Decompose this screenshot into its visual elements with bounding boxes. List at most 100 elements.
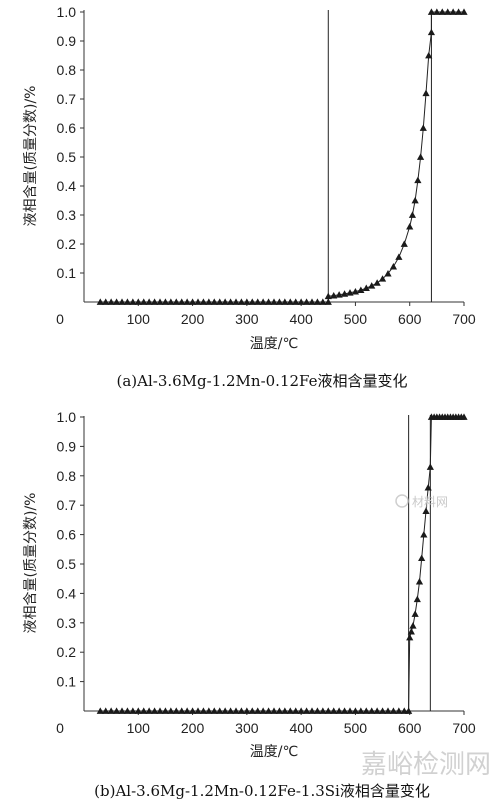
chart-a-caption: (a)Al-3.6Mg-1.2Mn-0.12Fe液相含量变化 — [116, 372, 407, 390]
chart-a-data-point — [292, 298, 300, 305]
chart-b-data-point — [426, 463, 434, 470]
chart-b-data-point — [112, 707, 121, 714]
chart-b-data-point — [407, 628, 415, 635]
chart-b-data-point — [140, 707, 148, 714]
chart-a-y-tick-label: 0.3 — [57, 207, 77, 223]
chart-a-data-point — [460, 8, 468, 15]
chart-b-y-tick-label: 1.0 — [57, 409, 77, 425]
chart-a: 0 100 200 300 400 500 600 700 0.10.20.30.40.50.… — [23, 4, 476, 390]
chart-a-data-point — [373, 279, 381, 286]
chart-a-y-tick-label: 0.1 — [57, 265, 77, 281]
chart-b-data-point — [297, 707, 305, 714]
chart-a-data-point — [324, 292, 332, 300]
chart-a-data-point — [156, 298, 164, 305]
chart-a-data-point — [123, 298, 132, 305]
chart-a-data-point — [422, 89, 430, 97]
watermark: 材料网 嘉峪检测网 — [361, 494, 491, 780]
chart-b-data-point — [216, 707, 224, 714]
chart-a-x-tick-label: 700 — [452, 311, 476, 327]
chart-b-data-point — [281, 707, 289, 714]
chart-b-data-point — [340, 707, 349, 714]
chart-b-data-point — [286, 707, 294, 714]
chart-b-data-point — [346, 707, 354, 714]
chart-a-data-point — [414, 176, 422, 184]
chart-b-data-point — [330, 707, 338, 714]
chart-a-data-point — [286, 298, 294, 305]
chart-b-data-point — [418, 554, 426, 561]
chart-a-x-ticks: 0 100 200 300 400 500 600 700 — [56, 302, 476, 327]
chart-a-y-ticks: 0.1 0.2 0.3 0.4 0.5 0.6 0.7 0.8 0.9 1.0 — [57, 4, 84, 281]
chart-b-data-point — [368, 707, 376, 714]
chart-a-series — [96, 8, 468, 305]
chart-b-data-point — [460, 413, 468, 420]
chart-b-data-point — [178, 707, 186, 714]
chart-a-series-line — [100, 11, 464, 303]
chart-a-data-point — [378, 275, 387, 282]
chart-a-data-point — [172, 298, 180, 305]
chart-a-y-tick-label: 0.7 — [57, 91, 77, 107]
chart-a-data-point — [313, 298, 322, 305]
chart-b-data-point — [107, 707, 115, 714]
chart-b-data-point — [351, 707, 360, 714]
chart-b-y-tick-label: 0.4 — [57, 585, 77, 601]
chart-a-data-point — [96, 298, 104, 305]
chart-b-data-point — [415, 578, 424, 585]
chart-a-axes — [83, 10, 464, 303]
chart-a-data-point — [425, 51, 433, 59]
chart-b-data-point — [373, 707, 381, 714]
chart-a-y-tick-label: 0.8 — [57, 62, 77, 78]
chart-b-y-tick-label: 0.6 — [57, 527, 77, 543]
chart-b-y-tick-label: 0.3 — [57, 615, 77, 631]
chart-b-caption: (b)Al-3.6Mg-1.2Mn-0.12Fe-1.3Si液相含量变化 — [94, 782, 430, 800]
chart-b-data-point — [313, 707, 322, 714]
chart-b-x-tick-label: 400 — [289, 720, 313, 736]
chart-b-data-point — [232, 707, 240, 714]
chart-a-data-point — [433, 8, 441, 15]
watermark-logo: 材料网 — [395, 494, 448, 509]
chart-b-x-ticks: 0 100 200 300 400 500 600 700 — [56, 711, 476, 736]
chart-a-data-point — [357, 286, 365, 293]
chart-a-y-label: 液相含量(质量分数)/% — [23, 86, 39, 227]
chart-a-data-point — [134, 298, 142, 305]
chart-b-data-point — [96, 707, 104, 714]
chart-a-data-point — [406, 223, 414, 230]
chart-a-data-point — [205, 298, 213, 305]
chart-b-y-tick-label: 0.5 — [57, 556, 77, 572]
chart-a-y-tick-label: 0.6 — [57, 120, 77, 136]
chart-b-data-point — [420, 531, 428, 538]
chart-b-data-point — [378, 707, 387, 714]
chart-a-data-point — [226, 298, 235, 305]
chart-a-data-point — [118, 298, 126, 305]
chart-a-data-point — [264, 298, 273, 305]
watermark-logo-text: 材料网 — [412, 495, 448, 509]
chart-a-data-point — [161, 298, 170, 305]
chart-b-data-point — [226, 707, 235, 714]
chart-a-x-tick-label: 200 — [181, 311, 205, 327]
chart-a-x-tick-label: 600 — [398, 311, 422, 327]
chart-b-data-point — [102, 707, 110, 714]
chart-b-y-tick-label: 0.8 — [57, 468, 77, 484]
chart-b-data-point — [292, 707, 300, 714]
chart-a-data-point — [395, 253, 403, 260]
chart-a-data-point — [183, 298, 191, 305]
chart-b-x-label: 温度/℃ — [250, 744, 298, 760]
chart-a-data-point — [335, 291, 343, 298]
chart-b-data-point — [210, 707, 218, 714]
chart-b-y-tick-label: 0.7 — [57, 497, 77, 513]
chart-b-y-tick-label: 0.1 — [57, 674, 77, 690]
chart-b-y-tick-label: 0.2 — [57, 644, 77, 660]
chart-b: 0 100 200 300 400 500 600 700 0.10.20.30.40.50.… — [23, 409, 476, 800]
chart-b-data-point — [243, 707, 251, 714]
chart-b-series — [96, 413, 468, 714]
chart-b-x-tick-label: 100 — [127, 720, 151, 736]
chart-b-data-point — [156, 707, 164, 714]
chart-b-data-point — [118, 707, 126, 714]
chart-a-data-point — [384, 269, 392, 277]
chart-a-y-tick-label: 0.9 — [57, 33, 77, 49]
chart-b-data-point — [248, 707, 256, 714]
chart-b-x-tick-label: 0 — [56, 720, 64, 736]
chart-a-data-point — [210, 298, 218, 305]
chart-b-data-point — [161, 707, 170, 714]
chart-a-data-point — [368, 282, 376, 289]
